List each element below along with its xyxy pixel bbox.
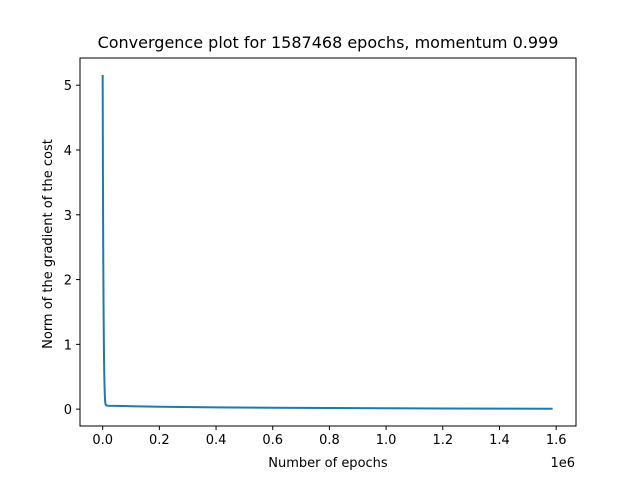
x-tick-label: 0.6 <box>262 433 283 448</box>
x-axis-label: Number of epochs <box>268 456 388 471</box>
axes-frame <box>79 57 577 427</box>
plot-layer <box>101 74 553 410</box>
x-tick-label: 1.0 <box>376 433 397 448</box>
x-tick-label: 1.4 <box>489 433 510 448</box>
x-tick-label: 0.2 <box>149 433 170 448</box>
x-tick-label: 0.0 <box>92 433 113 448</box>
y-tick-label: 0 <box>64 403 72 418</box>
y-axis-label: Norm of the gradient of the cost <box>41 139 56 349</box>
x-tick-label: 1.2 <box>432 433 453 448</box>
x-tick-label: 0.8 <box>319 433 340 448</box>
chart-title: Convergence plot for 1587468 epochs, mom… <box>98 33 559 52</box>
x-tick-label: 1.6 <box>546 433 567 448</box>
y-tick-label: 2 <box>64 274 72 289</box>
x-axis-offset-label: 1e6 <box>550 456 575 471</box>
ticks-layer: 0.0 0.2 0.4 0.6 0.8 1.0 1.2 1.4 1.6 0 1 2 3 4 5 <box>64 79 567 448</box>
y-tick-label: 4 <box>64 144 72 159</box>
series-line-0 <box>101 74 553 410</box>
x-tick-label: 0.4 <box>206 433 227 448</box>
y-tick-label: 1 <box>64 338 72 353</box>
y-tick-label: 3 <box>64 209 72 224</box>
y-tick-label: 5 <box>64 79 72 94</box>
